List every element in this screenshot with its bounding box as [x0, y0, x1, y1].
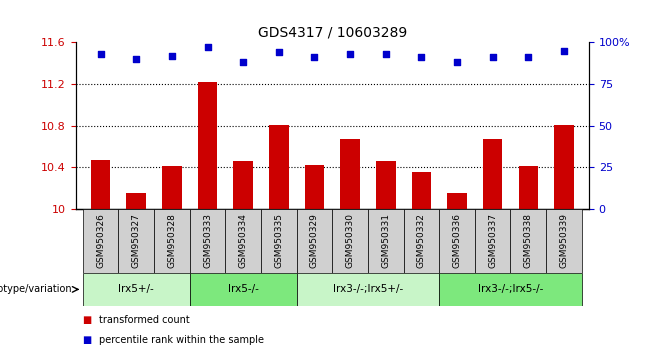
- Text: GSM950327: GSM950327: [132, 213, 141, 268]
- Point: [95, 51, 106, 57]
- Bar: [297, 273, 440, 306]
- Text: GSM950329: GSM950329: [310, 213, 319, 268]
- Bar: [447, 193, 467, 209]
- Bar: [412, 172, 431, 209]
- Bar: [305, 165, 324, 209]
- Bar: [376, 161, 395, 209]
- Bar: [190, 209, 225, 273]
- Bar: [554, 125, 574, 209]
- Bar: [83, 209, 118, 273]
- Bar: [83, 273, 190, 306]
- Text: GSM950337: GSM950337: [488, 213, 497, 268]
- Bar: [475, 209, 511, 273]
- Text: GSM950339: GSM950339: [559, 213, 569, 268]
- Point: [166, 53, 177, 59]
- Bar: [190, 273, 297, 306]
- Text: lrx5+/-: lrx5+/-: [118, 284, 154, 295]
- Bar: [546, 209, 582, 273]
- Text: GSM950328: GSM950328: [167, 213, 176, 268]
- Text: ■: ■: [82, 335, 91, 345]
- Point: [309, 55, 320, 60]
- Text: GSM950330: GSM950330: [345, 213, 355, 268]
- Point: [488, 55, 498, 60]
- Bar: [91, 160, 111, 209]
- Bar: [269, 125, 289, 209]
- Bar: [154, 209, 190, 273]
- Bar: [261, 209, 297, 273]
- Text: GSM950332: GSM950332: [417, 213, 426, 268]
- Bar: [297, 209, 332, 273]
- Text: GSM950338: GSM950338: [524, 213, 533, 268]
- Bar: [519, 166, 538, 209]
- Point: [559, 48, 569, 54]
- Text: lrx3-/-;lrx5+/-: lrx3-/-;lrx5+/-: [333, 284, 403, 295]
- Text: genotype/variation: genotype/variation: [0, 284, 72, 295]
- Text: GSM950335: GSM950335: [274, 213, 284, 268]
- Point: [202, 45, 213, 50]
- Bar: [440, 209, 475, 273]
- Title: GDS4317 / 10603289: GDS4317 / 10603289: [258, 26, 407, 40]
- Bar: [368, 209, 403, 273]
- Bar: [225, 209, 261, 273]
- Bar: [511, 209, 546, 273]
- Bar: [332, 209, 368, 273]
- Bar: [234, 161, 253, 209]
- Bar: [198, 82, 217, 209]
- Bar: [126, 193, 146, 209]
- Bar: [162, 166, 182, 209]
- Point: [238, 59, 249, 65]
- Point: [274, 50, 284, 55]
- Text: percentile rank within the sample: percentile rank within the sample: [99, 335, 264, 345]
- Bar: [403, 209, 440, 273]
- Point: [416, 55, 426, 60]
- Text: GSM950333: GSM950333: [203, 213, 212, 268]
- Point: [452, 59, 463, 65]
- Point: [345, 51, 355, 57]
- Bar: [118, 209, 154, 273]
- Bar: [483, 139, 503, 209]
- Text: GSM950326: GSM950326: [96, 213, 105, 268]
- Text: lrx3-/-;lrx5-/-: lrx3-/-;lrx5-/-: [478, 284, 544, 295]
- Text: GSM950336: GSM950336: [453, 213, 461, 268]
- Point: [523, 55, 534, 60]
- Text: ■: ■: [82, 315, 91, 325]
- Bar: [440, 273, 582, 306]
- Text: GSM950334: GSM950334: [239, 213, 247, 268]
- Point: [380, 51, 391, 57]
- Point: [131, 56, 141, 62]
- Text: transformed count: transformed count: [99, 315, 190, 325]
- Bar: [340, 139, 360, 209]
- Text: lrx5-/-: lrx5-/-: [228, 284, 259, 295]
- Text: GSM950331: GSM950331: [381, 213, 390, 268]
